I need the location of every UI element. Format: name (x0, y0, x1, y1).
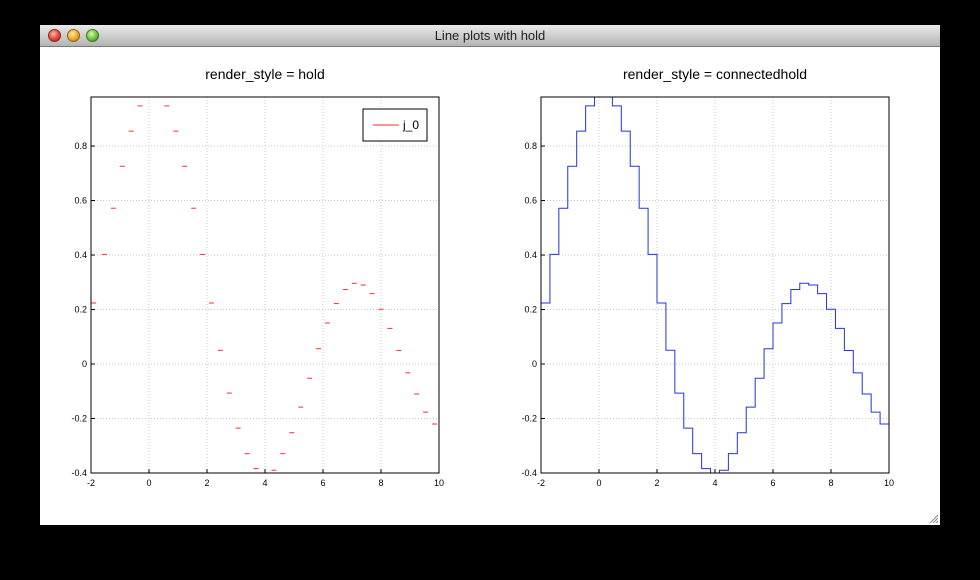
y-tick-label: 0.6 (524, 196, 537, 206)
y-tick-label: -0.2 (71, 414, 87, 424)
x-tick-label: 8 (828, 478, 833, 488)
x-tick-label: 10 (884, 478, 894, 488)
y-tick-label: 0.4 (524, 250, 537, 260)
x-tick-label: 8 (378, 478, 383, 488)
x-tick-label: 2 (204, 478, 209, 488)
y-tick-label: 0 (82, 359, 87, 369)
plot-frame (90, 96, 440, 474)
window-title: Line plots with hold (434, 28, 546, 43)
plot-frame (540, 96, 890, 474)
y-tick-label: -0.4 (71, 468, 87, 478)
chart-title: render_style = connectedhold (623, 66, 807, 82)
y-tick-label: 0 (532, 359, 537, 369)
legend-label: j_0 (402, 118, 419, 132)
legend: j_0 (362, 108, 428, 142)
y-tick-label: -0.4 (521, 468, 537, 478)
y-tick-label: 0.8 (524, 141, 537, 151)
x-tick-label: 0 (146, 478, 151, 488)
y-tick-label: -0.2 (521, 414, 537, 424)
y-tick-label: 0.2 (74, 305, 87, 315)
plot-area: render_style = hold -2 0 2 4 6 8 10 -0.4 -0.2 0 0.2… (40, 47, 940, 525)
chart-2: render_style = connectedhold -2 0 2 4 6 8 10 -0.… (521, 66, 894, 488)
series-group (541, 97, 889, 473)
close-button[interactable] (48, 29, 61, 42)
y-tick-label: 0.8 (74, 141, 87, 151)
x-tick-label: -2 (537, 478, 545, 488)
series-line (541, 97, 889, 473)
x-tick-label: 2 (654, 478, 659, 488)
x-tick-label: 4 (712, 478, 717, 488)
minimize-button[interactable] (67, 29, 80, 42)
x-tick-label: 6 (320, 478, 325, 488)
y-tick-label: 0.2 (524, 305, 537, 315)
plots-canvas: render_style = hold -2 0 2 4 6 8 10 -0.4 -0.2 0 0.2… (71, 66, 894, 488)
x-tick-label: 4 (262, 478, 267, 488)
x-tick-label: 6 (770, 478, 775, 488)
resize-grip-icon[interactable] (928, 513, 938, 523)
y-tick-label: 0.4 (74, 250, 87, 260)
x-tick-label: 10 (434, 478, 444, 488)
zoom-button[interactable] (86, 29, 99, 42)
x-tick-label: -2 (87, 478, 95, 488)
title-bar[interactable]: Line plots with hold (40, 25, 940, 47)
x-tick-label: 0 (596, 478, 601, 488)
chart-1: render_style = hold -2 0 2 4 6 8 10 -0.4 -0.2 0 0.2… (71, 66, 444, 488)
chart-title: render_style = hold (205, 66, 324, 82)
y-tick-label: 0.6 (74, 196, 87, 206)
app-window: Line plots with hold render_style = hold… (40, 25, 940, 525)
